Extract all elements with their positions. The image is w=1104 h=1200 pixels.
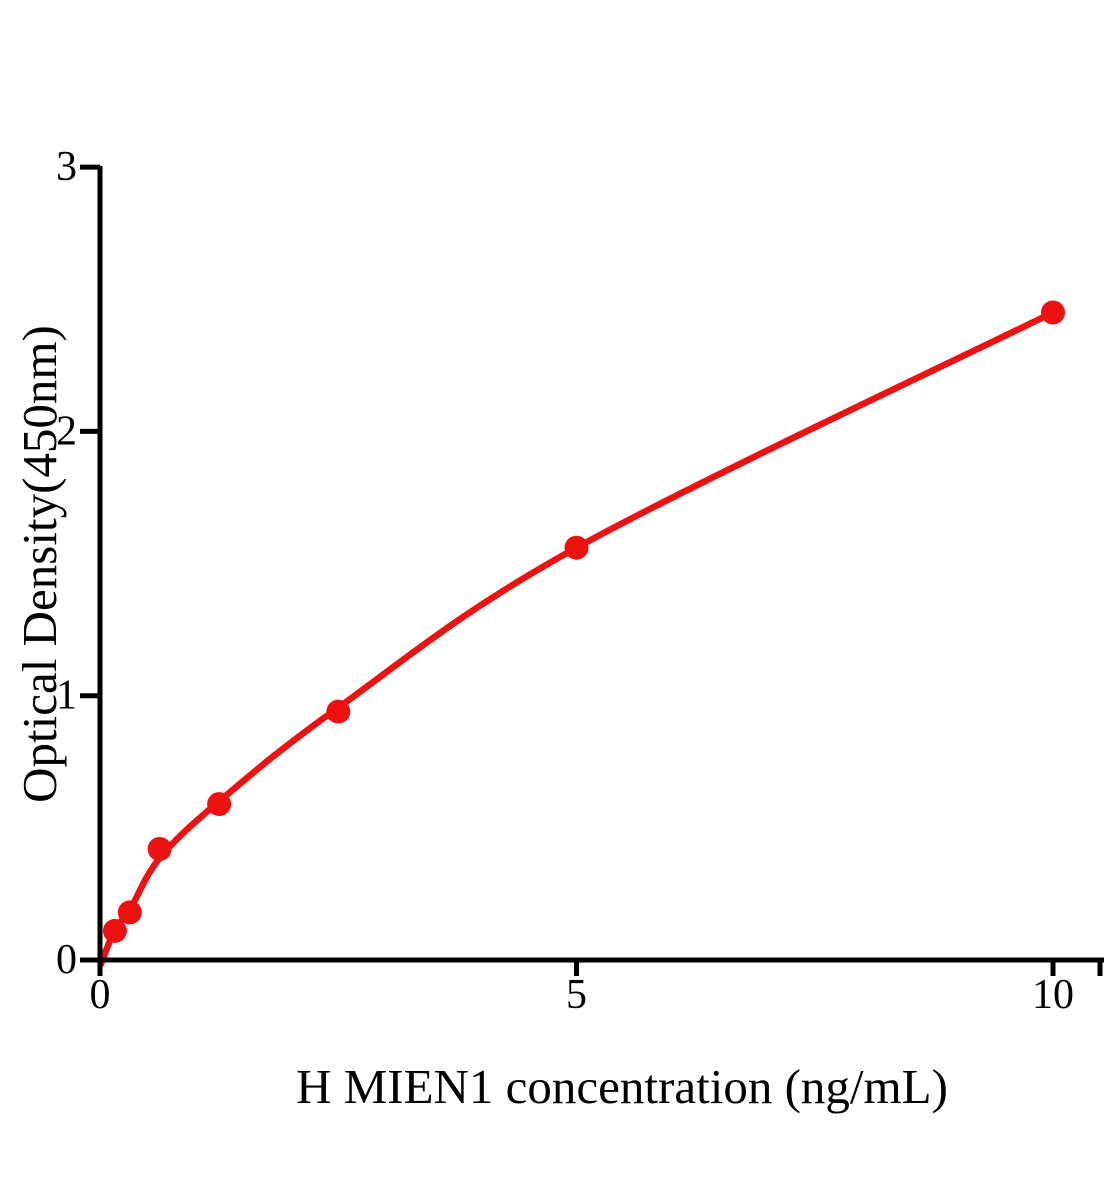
data-point	[564, 535, 589, 560]
data-point	[117, 900, 142, 925]
y-tick-label: 3	[56, 144, 77, 190]
data-point	[1041, 300, 1065, 325]
x-axis-title: H MIEN1 concentration (ng/mL)	[296, 1059, 948, 1114]
data-point	[102, 918, 127, 943]
y-tick-label: 0	[56, 937, 77, 983]
y-axis-title: Optical Density(450nm)	[12, 325, 67, 803]
standard-curve-line	[97, 309, 1057, 968]
data-point	[326, 699, 351, 724]
y-tick-label: 2	[56, 408, 77, 454]
data-point	[207, 792, 232, 817]
axes-lines	[97, 166, 1104, 963]
x-tick-label: 10	[1032, 972, 1074, 1018]
x-tick-label: 5	[566, 972, 587, 1018]
y-tick-label: 1	[56, 673, 77, 719]
x-tick-label: 0	[90, 972, 111, 1018]
data-point	[147, 837, 172, 861]
